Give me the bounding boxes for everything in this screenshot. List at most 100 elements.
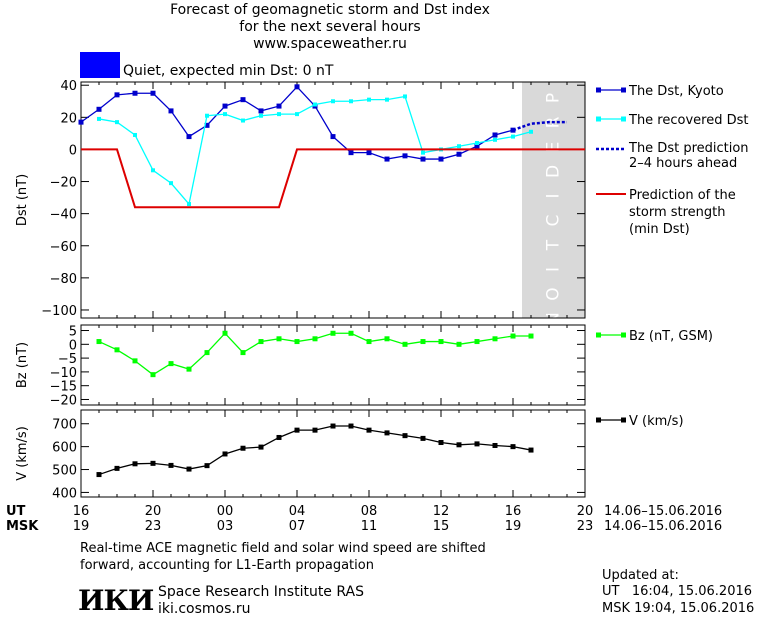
dst-recovered-point bbox=[313, 102, 317, 107]
ut-axis-label: UT bbox=[6, 504, 26, 519]
speed-v-point bbox=[132, 461, 138, 467]
dst-recovered-point bbox=[529, 129, 533, 134]
dst-kyoto-point bbox=[294, 84, 300, 90]
y-tick-label: 700 bbox=[52, 418, 77, 433]
legend-v: V (km/s) bbox=[629, 414, 684, 429]
bz-point bbox=[132, 358, 138, 364]
bz-point bbox=[510, 333, 516, 339]
bz-point bbox=[528, 333, 534, 339]
website-url[interactable]: www.spaceweather.ru bbox=[253, 36, 407, 52]
speed-v-point bbox=[204, 463, 210, 469]
y-tick-label: 20 bbox=[60, 111, 77, 126]
bz-point bbox=[492, 336, 498, 342]
speed-v-point bbox=[168, 462, 174, 468]
speed-v-point bbox=[96, 472, 102, 478]
bz-point bbox=[366, 339, 372, 345]
dst-kyoto-point bbox=[78, 119, 84, 125]
bz-point bbox=[96, 339, 102, 345]
speed-v-legend-marker bbox=[596, 417, 601, 423]
y-tick-label: −100 bbox=[41, 304, 77, 319]
dst-kyoto-point bbox=[456, 151, 462, 157]
dst-recovered-point bbox=[385, 97, 389, 102]
y-tick-label: 40 bbox=[60, 79, 77, 94]
y-axis-label: Dst (nT) bbox=[15, 174, 30, 226]
dst-kyoto-point bbox=[168, 108, 174, 114]
y-axis-label: Bz (nT) bbox=[15, 342, 30, 388]
dst-recovered-point bbox=[241, 118, 245, 123]
prediction-label-letter: E bbox=[544, 142, 564, 153]
msk-tick-label: 07 bbox=[289, 519, 306, 534]
ut-tick-label: 12 bbox=[433, 504, 450, 519]
y-tick-label: 5 bbox=[69, 325, 77, 340]
ut-tick-label: 08 bbox=[361, 504, 378, 519]
bz-point bbox=[312, 336, 318, 342]
chart-title-line1: Forecast of geomagnetic storm and Dst in… bbox=[170, 2, 490, 18]
speed-v-point bbox=[528, 447, 534, 453]
dst-kyoto-point bbox=[150, 90, 156, 96]
dst-recovered-point bbox=[187, 202, 191, 207]
dst-kyoto-point bbox=[402, 153, 408, 159]
legend-storm-strength: (min Dst) bbox=[629, 222, 690, 237]
speed-v-point bbox=[312, 427, 318, 433]
speed-v-point bbox=[474, 441, 480, 447]
dst-recovered-point bbox=[403, 94, 407, 99]
dst-kyoto-point bbox=[186, 134, 192, 140]
bz-point bbox=[276, 336, 282, 342]
y-tick-label: −10 bbox=[50, 366, 77, 381]
dst-kyoto-point bbox=[384, 156, 390, 162]
msk-tick-label: 11 bbox=[361, 519, 378, 534]
bz-point bbox=[258, 339, 264, 345]
legend-bz: Bz (nT, GSM) bbox=[629, 329, 713, 344]
institute-site[interactable]: iki.cosmos.ru bbox=[158, 601, 251, 617]
msk-tick-label: 23 bbox=[145, 519, 162, 534]
msk-tick-label: 03 bbox=[217, 519, 234, 534]
dst-recovered-point bbox=[205, 113, 209, 118]
speed-v-point bbox=[366, 427, 372, 433]
dst-kyoto-point bbox=[96, 106, 102, 112]
bz-point bbox=[222, 330, 228, 336]
bz-point bbox=[150, 372, 156, 378]
dst-kyoto-point bbox=[474, 143, 480, 149]
ut-date-range: 14.06–15.06.2016 bbox=[604, 504, 722, 519]
speed-v-legend-marker bbox=[621, 417, 626, 423]
status-text: Quiet, expected min Dst: 0 nT bbox=[123, 63, 334, 79]
legend-dst-recovered: The recovered Dst bbox=[628, 113, 748, 128]
footnote-line2: forward, accounting for L1-Earth propaga… bbox=[80, 558, 374, 573]
speed-v-point bbox=[186, 466, 192, 472]
dst-recovered-point bbox=[169, 181, 173, 186]
y-tick-label: 400 bbox=[52, 486, 77, 501]
bz-point bbox=[114, 347, 120, 353]
y-tick-label: −20 bbox=[50, 176, 77, 191]
dst-recovered-point bbox=[493, 137, 497, 142]
plot-frame bbox=[80, 81, 586, 319]
speed-v-point bbox=[420, 435, 426, 441]
dst-kyoto-point bbox=[276, 103, 282, 109]
speed-v-point bbox=[258, 444, 264, 450]
dst-recovered-point bbox=[457, 144, 461, 149]
legend-dst-prediction: 2–4 hours ahead bbox=[629, 156, 737, 171]
msk-tick-label: 15 bbox=[433, 519, 450, 534]
bz-point bbox=[420, 339, 426, 345]
speed-v-point bbox=[222, 451, 228, 457]
dst-recovered-point bbox=[421, 150, 425, 155]
dst-recovered-legend-marker bbox=[596, 116, 601, 122]
dst-recovered-point bbox=[133, 132, 137, 137]
updated-msk: MSK 19:04, 15.06.2016 bbox=[602, 601, 755, 616]
y-tick-label: 0 bbox=[69, 338, 77, 353]
y-axis-label: V (km/s) bbox=[15, 426, 30, 481]
speed-v-point bbox=[150, 460, 156, 466]
bz-legend-marker bbox=[621, 332, 626, 338]
bz-point bbox=[186, 366, 192, 372]
bz-point bbox=[384, 336, 390, 342]
speed-v-point bbox=[114, 465, 120, 471]
speed-v-point bbox=[330, 423, 336, 429]
dst-kyoto-legend-marker bbox=[596, 87, 601, 93]
speed-v-point bbox=[240, 445, 246, 451]
dst-recovered-point bbox=[295, 112, 299, 117]
bz-point bbox=[438, 339, 444, 345]
dst-recovered-point bbox=[511, 134, 515, 139]
bz-legend-marker bbox=[596, 332, 601, 338]
y-tick-label: 0 bbox=[69, 143, 77, 158]
bz-point bbox=[168, 361, 174, 367]
